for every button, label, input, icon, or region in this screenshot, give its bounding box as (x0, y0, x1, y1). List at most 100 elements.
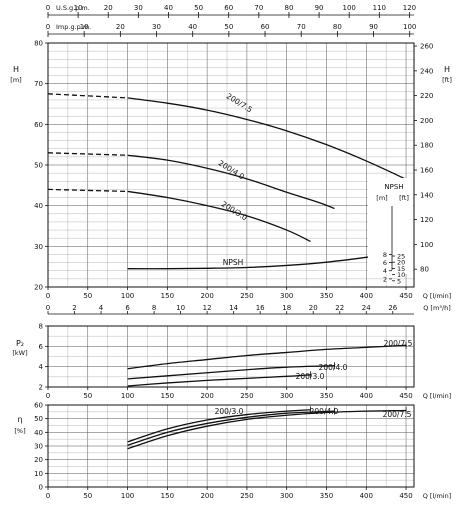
head-curve-200-3-0 (127, 190, 311, 243)
head-x-tick-label: 200 (200, 292, 213, 300)
eff-x-tick-label: 400 (360, 492, 373, 500)
power-x-tick-label: 250 (240, 392, 253, 400)
top-axis-1-tick-label: 70 (297, 23, 306, 31)
efficiency-y-tick-label: 30 (34, 443, 43, 451)
top-axis-1-tick-label: 60 (261, 23, 270, 31)
power-y-tick-label: 2 (39, 384, 43, 392)
power-x-tick-label: 150 (161, 392, 174, 400)
power-y-tick-label: 8 (39, 323, 43, 331)
efficiency-y-label: η (17, 415, 22, 424)
label-200-7-5-power: 200/7.5 (384, 339, 413, 348)
head-x-tick-label: 50 (83, 292, 92, 300)
eff-x-tick-label: 350 (320, 492, 333, 500)
power-x-tick-label: 100 (121, 392, 134, 400)
top-axis-0-tick-label: 110 (373, 4, 386, 12)
top-axis-1-tick-label: 10 (80, 23, 89, 31)
head-x-tick-label: 350 (320, 292, 333, 300)
head-y-label: H (13, 65, 19, 74)
npsh-m-tick-label: 6 (383, 259, 387, 267)
top-axis-1-label: Imp.g.p.m. (56, 23, 91, 31)
label-200-4-0-eff: 200/4.0 (310, 407, 339, 416)
power-x-tick-label: 0 (46, 392, 50, 400)
m3h-axis-tick-label: 20 (309, 304, 318, 312)
head-right-tick-label: 160 (420, 167, 433, 175)
m3h-axis-tick-label: 4 (99, 304, 104, 312)
power-x-tick-label: 450 (399, 392, 412, 400)
top-axis-1-tick-label: 100 (403, 23, 416, 31)
efficiency-y-tick-label: 20 (34, 456, 43, 464)
m3h-axis-tick-label: 2 (72, 304, 76, 312)
m3h-axis-tick-label: 18 (282, 304, 291, 312)
top-axis-0-tick-label: 80 (284, 4, 293, 12)
npsh-ft-tick-label: 15 (397, 265, 405, 273)
top-axis-0-tick-label: 120 (403, 4, 416, 12)
top-axis-0-tick-label: 70 (254, 4, 263, 12)
top-axis-0-tick-label: 100 (342, 4, 355, 12)
npsh-ft-tick-label: 25 (397, 253, 405, 261)
head-y-tick-label: 70 (34, 80, 43, 88)
top-axis-0-tick-label: 0 (46, 4, 50, 12)
m3h-axis-tick-label: 12 (203, 304, 212, 312)
m3h-axis-tick-label: 8 (152, 304, 156, 312)
head-x-tick-label: 150 (161, 292, 174, 300)
head-curve-200-4-0 (127, 154, 335, 210)
top-axis-1-tick-label: 90 (369, 23, 378, 31)
eff-x-tick-label: 300 (280, 492, 293, 500)
head-y-unit: [m] (10, 76, 21, 84)
head-right-label: H (444, 65, 450, 74)
power-y-unit: [kW] (12, 349, 27, 357)
head-y-tick-label: 80 (34, 40, 43, 48)
head-x-tick-label: 250 (240, 292, 253, 300)
m3h-axis-tick-label: 0 (46, 304, 50, 312)
label-200-7-5-eff: 200/7.5 (383, 410, 412, 419)
power-x-tick-label: 50 (83, 392, 92, 400)
head-right-tick-label: 200 (420, 117, 433, 125)
eff-x-tick-label: 0 (46, 492, 50, 500)
top-axis-1-tick-label: 80 (333, 23, 342, 31)
npsh-m-tick-label: 2 (383, 275, 387, 283)
eff-x-tick-label: 150 (161, 492, 174, 500)
npsh-axis-box (368, 178, 413, 274)
top-axis-1-tick-label: 40 (188, 23, 197, 31)
power-x-tick-label: 200 (200, 392, 213, 400)
head-curve-npsh (127, 250, 407, 270)
power-y-tick-label: 4 (39, 363, 44, 371)
head-right-tick-label: 120 (420, 216, 433, 224)
head-y-tick-label: 30 (34, 243, 43, 251)
efficiency-y-tick-label: 40 (34, 429, 43, 437)
m3h-axis-tick-label: 6 (125, 304, 130, 312)
head-x-tick-label: 400 (360, 292, 373, 300)
power-curve-200-4-0 (127, 365, 335, 380)
efficiency-curve-200-4-0 (127, 410, 335, 446)
label-npsh: NPSH (223, 258, 244, 267)
head-y-tick-label: 50 (34, 162, 43, 170)
head-x-tick-label: 300 (280, 292, 293, 300)
efficiency-y-unit: [%] (14, 427, 25, 435)
npsh-axis-title: NPSH (384, 183, 403, 191)
efficiency-y-tick-label: 0 (39, 484, 43, 492)
eff-x-tick-label: 50 (83, 492, 92, 500)
power-x-label: Q [l/min] (423, 392, 452, 400)
eff-x-tick-label: 250 (240, 492, 253, 500)
head-curve-200-3-0-extrapolated (47, 188, 128, 193)
m3h-axis-tick-label: 14 (229, 304, 238, 312)
top-axis-1-tick-label: 20 (116, 23, 125, 31)
m3h-axis-tick-label: 10 (176, 304, 185, 312)
head-y-tick-label: 40 (34, 202, 43, 210)
head-curve-200-7-5 (127, 97, 407, 180)
m3h-axis-label: Q [m³/h] (423, 304, 451, 312)
head-right-tick-label: 240 (420, 67, 433, 75)
power-curve-200-7-5 (127, 344, 407, 370)
efficiency-y-tick-label: 50 (34, 415, 43, 423)
head-right-tick-label: 100 (420, 241, 433, 249)
power-frame (47, 325, 415, 388)
top-axis-0-tick-label: 30 (134, 4, 143, 12)
eff-x-label: Q [l/min] (423, 492, 452, 500)
head-right-tick-label: 180 (420, 142, 433, 150)
head-right-unit: [ft] (442, 76, 452, 84)
top-axis-1-tick-label: 0 (46, 23, 50, 31)
power-x-tick-label: 400 (360, 392, 373, 400)
npsh-axis-unit-ft: [ft] (399, 194, 409, 202)
head-y-tick-label: 20 (34, 284, 43, 292)
